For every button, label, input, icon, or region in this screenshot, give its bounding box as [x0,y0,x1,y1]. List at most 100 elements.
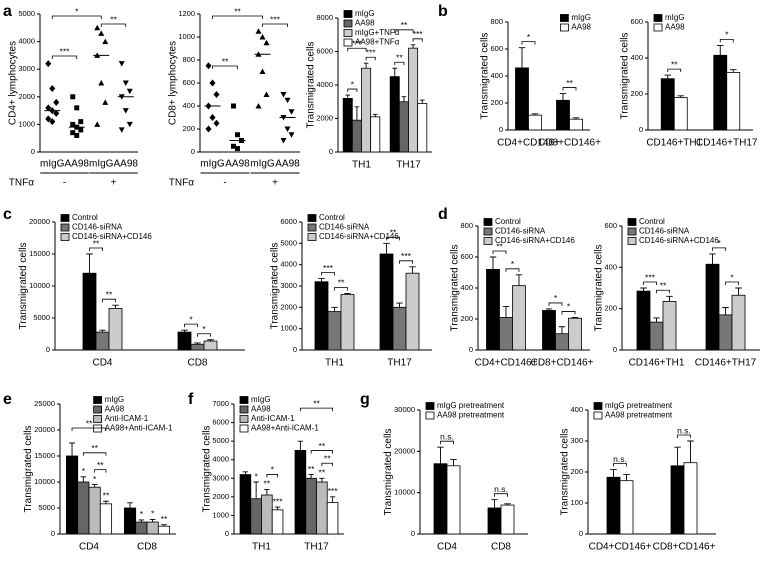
data-point [78,119,84,125]
bar [500,504,515,535]
data-point [118,127,125,133]
y-axis-label: Transmigrated cells [269,243,280,330]
legend-swatch [60,233,70,241]
data-point [49,85,56,93]
error-bar [410,44,416,49]
significance-label: ** [671,59,678,69]
y-tick-label: 4000 [18,37,35,46]
error-bar [674,446,681,466]
y-tick-label: 2000 [316,113,333,122]
data-point [288,132,295,138]
panel-label: c [3,206,12,223]
error-bar [396,302,403,308]
y-tick-label: 6000 [280,217,297,226]
significance-bracket [725,281,739,285]
bar [108,307,123,351]
y-tick-label: 2000 [212,492,229,501]
significance-bracket [197,333,211,337]
error-bar [392,67,398,77]
data-point [231,103,236,109]
legend-label: AA98 [571,23,591,32]
data-point [74,105,80,111]
data-point [126,121,133,128]
y-tick-label: 400 [460,283,473,292]
data-point [74,132,80,138]
y-tick-label: 4000 [280,260,297,269]
bar [662,301,677,351]
data-point [98,80,105,86]
bar [660,78,675,131]
data-point [102,99,109,105]
bar [512,285,526,351]
y-tick-label: 1000 [280,324,297,333]
significance-label: * [75,6,79,16]
significance-label: ** [313,398,320,408]
bar [405,272,420,351]
y-axis-label: CD4+ lymphocytes [7,41,18,125]
x-tick-label: AA98 [114,159,139,170]
significance-label: *** [270,14,281,24]
y-axis-label: Transmigrated cells [560,429,571,516]
bar [294,450,307,535]
y-tick-label: 300 [570,436,583,445]
error-bar [264,488,270,495]
legend-label: mIgG pretreatment [437,401,505,410]
error-bar [194,342,201,345]
data-point [53,109,60,117]
significance-label: *** [413,29,424,39]
legend-swatch [653,14,663,22]
error-bar [103,500,109,504]
y-tick-label: 1000 [18,119,35,128]
y-tick-label: 600 [460,252,473,261]
x-tick-label: CD146+TH1 [646,138,702,149]
significance-label: ** [396,53,403,63]
significance-label: ** [110,14,117,24]
treatment-name: TNFα [169,178,194,189]
significance-bracket [94,469,107,473]
error-bar [559,93,567,101]
bar [726,72,741,131]
error-bar [181,329,188,333]
error-bar [518,47,526,68]
data-point [122,80,129,86]
legend-swatch [343,29,353,37]
x-tick-label: TH17 [304,542,329,553]
legend-label: mIgG+TNFα [355,28,400,37]
x-tick-label: TH1 [325,358,344,369]
data-point [284,97,291,104]
legend-label: CD146-siRNA [495,227,546,236]
significance-label: ** [496,241,503,251]
legend-label: mIgG [355,9,375,18]
significance-label: *** [323,263,334,273]
error-bar [112,304,119,309]
data-point [49,118,56,126]
x-tick-label: CD146+TH1 [629,358,685,369]
data-point [235,132,240,138]
legend-swatch [307,214,317,222]
significance-bracket [667,68,682,73]
significance-bracket [394,29,414,33]
error-bar [401,96,407,102]
significance-bracket [521,41,536,45]
significance-label: ** [264,479,271,489]
treatment-label: - [223,178,226,189]
significance-label: * [725,30,729,40]
bar [499,317,513,351]
bar [361,67,372,153]
y-tick-label: 400 [604,262,617,271]
y-tick-label: 7000 [212,399,229,408]
y-axis-label: CD8+ lymphocytes [167,41,178,125]
legend-swatch [653,23,663,32]
bar [326,502,339,535]
significance-bracket [266,474,278,478]
legend-label: CD146-siRNA+CD146 [639,236,719,245]
y-tick-label: 2000 [18,92,35,101]
significance-label: ** [86,418,93,428]
y-tick-label: 3000 [280,281,297,290]
data-point [255,103,262,109]
significance-bracket [51,55,78,59]
bar [77,481,90,535]
significance-bracket [184,323,198,328]
data-point [126,88,133,95]
significance-bracket [412,38,423,42]
